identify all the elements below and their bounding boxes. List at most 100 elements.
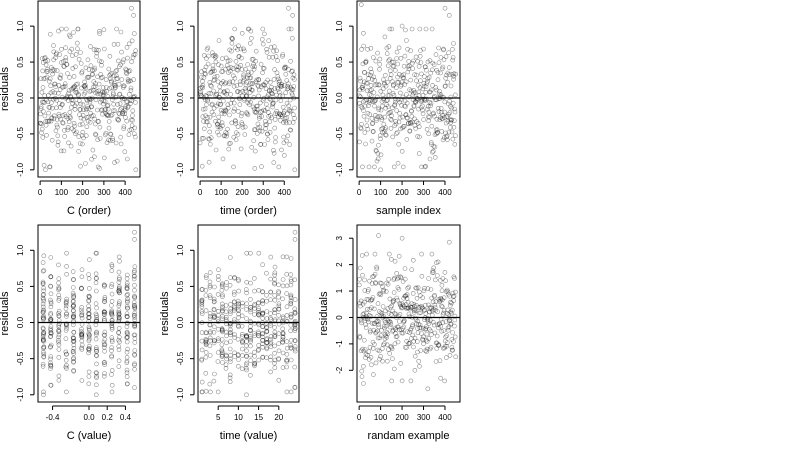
data-point — [109, 313, 115, 318]
data-point — [93, 318, 99, 324]
data-point — [396, 142, 402, 147]
data-point — [260, 324, 265, 330]
data-point — [43, 122, 49, 128]
data-point — [271, 44, 277, 50]
data-point — [114, 73, 119, 78]
data-point — [251, 62, 256, 67]
data-point — [98, 99, 103, 105]
data-point — [274, 70, 280, 76]
data-point — [366, 76, 371, 81]
data-point — [231, 164, 236, 170]
data-point — [288, 26, 294, 32]
data-point — [362, 316, 368, 321]
data-point — [59, 102, 65, 108]
data-point — [264, 320, 269, 326]
data-point — [66, 88, 72, 93]
data-point — [264, 270, 269, 276]
data-point — [386, 276, 392, 282]
data-point — [264, 328, 270, 334]
data-point — [444, 133, 450, 139]
data-point — [56, 280, 61, 286]
data-point — [280, 318, 286, 324]
data-point — [452, 334, 458, 340]
data-point — [449, 105, 455, 111]
data-point — [236, 315, 241, 320]
data-point — [207, 284, 213, 290]
data-point — [56, 311, 61, 316]
data-point — [87, 257, 92, 263]
data-point — [124, 67, 129, 73]
data-point — [447, 99, 452, 104]
data-point — [422, 96, 428, 102]
data-point — [74, 101, 80, 106]
data-point — [415, 58, 421, 64]
data-point — [392, 123, 398, 128]
data-point — [397, 327, 402, 332]
data-point — [229, 120, 234, 126]
data-point — [397, 115, 403, 121]
data-point — [54, 68, 60, 73]
data-point — [79, 267, 85, 273]
data-point — [450, 290, 456, 296]
data-point — [245, 75, 250, 81]
data-point — [71, 285, 76, 290]
data-point — [426, 131, 432, 137]
data-point — [39, 126, 45, 132]
data-point — [357, 101, 362, 106]
data-point — [115, 41, 121, 47]
data-point — [429, 123, 435, 129]
data-point — [211, 307, 217, 313]
data-point — [363, 80, 369, 86]
data-point — [281, 120, 286, 125]
data-point — [74, 90, 80, 95]
data-point — [94, 288, 99, 294]
data-point — [361, 79, 367, 85]
data-point — [70, 53, 75, 59]
data-point — [40, 268, 46, 274]
data-point — [227, 47, 232, 53]
data-point — [362, 347, 368, 352]
data-point — [203, 341, 209, 347]
data-point — [435, 130, 440, 135]
data-point — [199, 357, 204, 363]
data-point — [398, 275, 404, 281]
data-point — [86, 311, 91, 317]
data-point — [270, 54, 276, 60]
data-point — [379, 117, 385, 123]
data-point — [239, 313, 245, 319]
data-point — [401, 124, 407, 129]
data-point — [361, 30, 366, 36]
data-point — [389, 303, 395, 309]
data-point — [202, 126, 207, 132]
data-point — [71, 355, 76, 361]
data-point — [281, 108, 287, 114]
data-point — [225, 126, 230, 132]
data-point — [370, 129, 376, 134]
data-point — [414, 72, 419, 78]
data-point — [132, 317, 138, 323]
x-tick-label: 100 — [214, 188, 228, 197]
data-point — [41, 162, 47, 168]
data-point — [411, 88, 417, 93]
data-point — [90, 147, 96, 153]
data-point — [109, 310, 114, 316]
data-point — [52, 81, 58, 87]
data-point — [447, 293, 452, 299]
data-point — [71, 336, 76, 341]
data-point — [369, 138, 375, 144]
data-point — [64, 325, 69, 331]
data-point — [48, 90, 54, 96]
data-point — [431, 62, 437, 67]
data-point — [48, 291, 54, 297]
data-point — [124, 370, 130, 376]
data-point — [292, 326, 298, 331]
data-point — [207, 293, 213, 298]
data-point — [245, 26, 251, 32]
data-point — [102, 309, 107, 315]
data-point — [56, 329, 62, 334]
data-point — [114, 76, 119, 81]
data-point — [422, 164, 428, 170]
data-point — [215, 359, 221, 364]
data-point — [394, 334, 400, 339]
data-point — [101, 282, 107, 288]
